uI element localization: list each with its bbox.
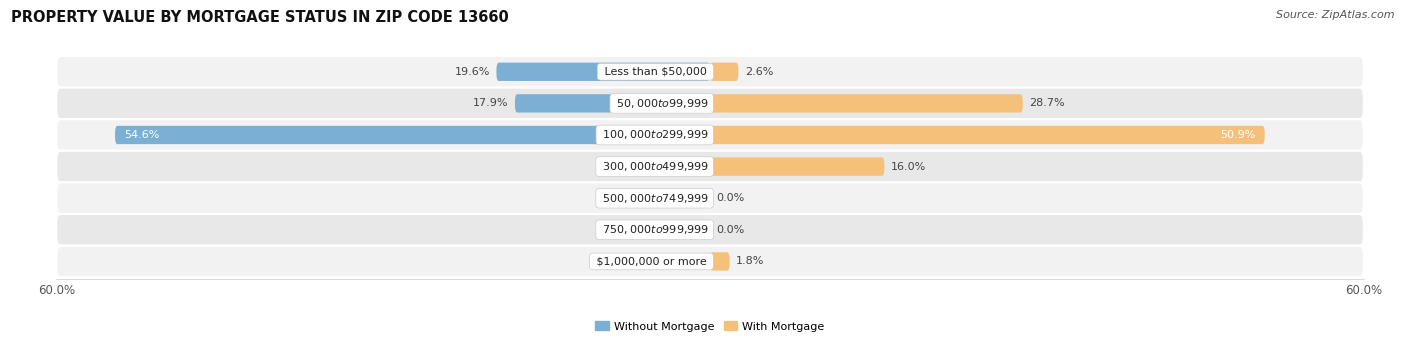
FancyBboxPatch shape	[56, 56, 1364, 88]
FancyBboxPatch shape	[56, 214, 1364, 245]
FancyBboxPatch shape	[710, 63, 738, 81]
FancyBboxPatch shape	[710, 252, 730, 271]
FancyBboxPatch shape	[56, 88, 1364, 119]
Text: 2.5%: 2.5%	[648, 162, 676, 172]
Text: 28.7%: 28.7%	[1029, 98, 1064, 108]
Text: $500,000 to $749,999: $500,000 to $749,999	[599, 192, 710, 205]
FancyBboxPatch shape	[696, 221, 710, 239]
Text: $300,000 to $499,999: $300,000 to $499,999	[599, 160, 710, 173]
Text: 0.0%: 0.0%	[717, 193, 745, 203]
FancyBboxPatch shape	[683, 157, 710, 176]
Legend: Without Mortgage, With Mortgage: Without Mortgage, With Mortgage	[591, 317, 830, 336]
Text: 2.6%: 2.6%	[745, 67, 773, 77]
Text: $100,000 to $299,999: $100,000 to $299,999	[599, 129, 710, 141]
FancyBboxPatch shape	[710, 94, 1022, 113]
FancyBboxPatch shape	[515, 94, 710, 113]
FancyBboxPatch shape	[496, 63, 710, 81]
FancyBboxPatch shape	[710, 157, 884, 176]
Text: 1.3%: 1.3%	[661, 225, 689, 235]
Text: PROPERTY VALUE BY MORTGAGE STATUS IN ZIP CODE 13660: PROPERTY VALUE BY MORTGAGE STATUS IN ZIP…	[11, 10, 509, 25]
Text: Less than $50,000: Less than $50,000	[600, 67, 710, 77]
Text: 54.6%: 54.6%	[124, 130, 159, 140]
Text: $1,000,000 or more: $1,000,000 or more	[593, 256, 710, 267]
Text: 19.6%: 19.6%	[454, 67, 489, 77]
Text: $750,000 to $999,999: $750,000 to $999,999	[599, 223, 710, 236]
FancyBboxPatch shape	[56, 182, 1364, 214]
Text: Source: ZipAtlas.com: Source: ZipAtlas.com	[1277, 10, 1395, 20]
Text: 17.9%: 17.9%	[472, 98, 509, 108]
FancyBboxPatch shape	[56, 119, 1364, 151]
FancyBboxPatch shape	[710, 126, 1264, 144]
Text: $50,000 to $99,999: $50,000 to $99,999	[613, 97, 710, 110]
Text: 16.0%: 16.0%	[891, 162, 927, 172]
FancyBboxPatch shape	[664, 189, 710, 207]
FancyBboxPatch shape	[56, 245, 1364, 277]
FancyBboxPatch shape	[56, 151, 1364, 182]
Text: 1.8%: 1.8%	[737, 256, 765, 267]
Text: 50.9%: 50.9%	[1220, 130, 1256, 140]
Text: 4.2%: 4.2%	[630, 193, 658, 203]
Text: 0.0%: 0.0%	[675, 256, 703, 267]
Text: 0.0%: 0.0%	[717, 225, 745, 235]
FancyBboxPatch shape	[115, 126, 710, 144]
